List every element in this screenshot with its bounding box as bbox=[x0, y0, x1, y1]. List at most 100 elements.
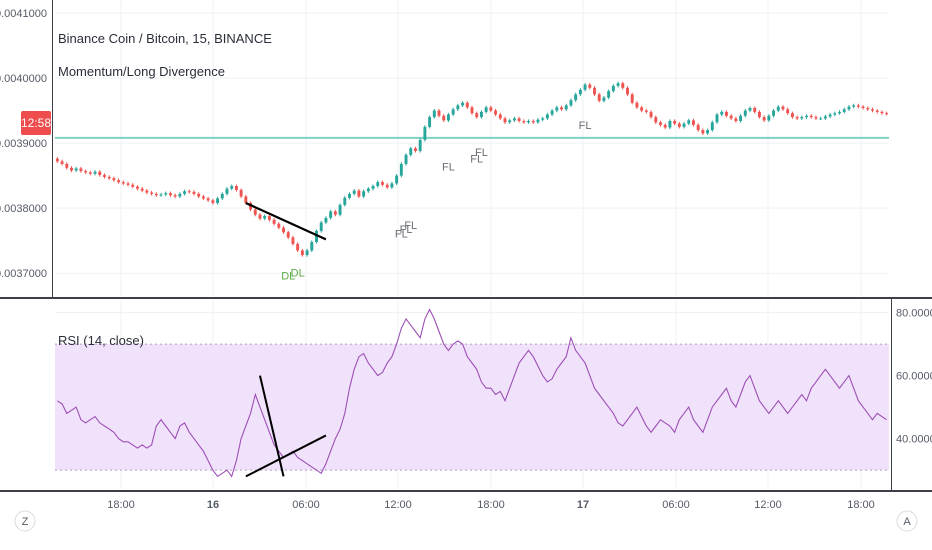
candle bbox=[413, 146, 417, 153]
candle-body bbox=[183, 191, 187, 194]
candle bbox=[230, 184, 234, 191]
auto-scale-button[interactable] bbox=[896, 510, 918, 532]
candle bbox=[479, 110, 483, 119]
candle-body bbox=[630, 94, 634, 103]
zoom-button[interactable] bbox=[14, 510, 36, 532]
candle-body bbox=[381, 182, 384, 185]
candle-body bbox=[838, 111, 841, 114]
candle bbox=[682, 121, 686, 129]
candle bbox=[838, 110, 841, 115]
candle bbox=[885, 111, 889, 116]
candle bbox=[564, 103, 568, 111]
countdown-badge bbox=[21, 111, 51, 135]
candle bbox=[107, 175, 111, 180]
candle bbox=[786, 107, 790, 115]
signal-label-long: DL bbox=[281, 271, 295, 283]
candle-body bbox=[649, 111, 653, 118]
candle bbox=[720, 110, 724, 117]
candle bbox=[98, 170, 102, 177]
candle bbox=[465, 101, 469, 109]
candle bbox=[362, 189, 366, 199]
candle-body bbox=[578, 89, 582, 95]
candle-body bbox=[390, 183, 394, 188]
candle bbox=[597, 92, 601, 103]
candle-body bbox=[399, 163, 403, 176]
candle bbox=[84, 169, 88, 175]
time-axis[interactable]: 18:00 16 06:00 12:00 18:00 17 06:00 12:00 18:00 bbox=[107, 499, 875, 511]
candle-body bbox=[456, 105, 460, 110]
candle bbox=[861, 105, 865, 110]
candle-body bbox=[338, 204, 342, 215]
candle-body bbox=[833, 113, 837, 115]
candle-body bbox=[126, 183, 130, 185]
candle-body bbox=[65, 163, 69, 168]
candle bbox=[192, 190, 196, 196]
candle-body bbox=[503, 118, 507, 123]
candle-body bbox=[282, 227, 285, 233]
candle-body bbox=[366, 188, 370, 192]
candle-body bbox=[550, 110, 554, 115]
candle-body bbox=[828, 114, 832, 117]
candle bbox=[654, 115, 658, 124]
candle-body bbox=[710, 122, 714, 131]
candle-body bbox=[706, 130, 710, 134]
candle bbox=[117, 178, 121, 184]
rsi-tick-label: 60.0000 bbox=[896, 371, 932, 383]
candle bbox=[451, 107, 455, 117]
candle-body bbox=[597, 94, 601, 101]
rsi-tick-label: 80.0000 bbox=[896, 308, 932, 320]
time-tick-label: 06:00 bbox=[292, 499, 320, 511]
candle bbox=[626, 86, 629, 96]
indicator-title[interactable]: Momentum/Long Divergence bbox=[58, 64, 225, 79]
candle-body bbox=[545, 114, 549, 119]
rsi-title[interactable]: RSI (14, close) bbox=[58, 333, 144, 348]
candle bbox=[578, 88, 582, 96]
candle-body bbox=[852, 105, 856, 107]
candle bbox=[776, 105, 780, 113]
candle-body bbox=[517, 118, 521, 122]
candle bbox=[291, 235, 295, 246]
candle-body bbox=[724, 111, 728, 116]
candle-body bbox=[527, 121, 531, 123]
candle-body bbox=[112, 178, 116, 181]
candle-body bbox=[729, 115, 733, 119]
rsi-divergence-line bbox=[258, 375, 285, 477]
candle-body bbox=[329, 211, 333, 218]
candle-body bbox=[776, 106, 780, 111]
candle bbox=[183, 189, 187, 196]
candle bbox=[70, 166, 73, 173]
candle-body bbox=[748, 107, 752, 111]
candle-body bbox=[635, 102, 639, 108]
candle bbox=[385, 183, 389, 189]
candle-body bbox=[880, 111, 884, 114]
rsi-axis[interactable]: 40.0000 60.0000 80.0000 bbox=[896, 308, 932, 446]
candle-body bbox=[823, 116, 827, 119]
time-tick-label: 16 bbox=[207, 499, 219, 511]
candle bbox=[432, 108, 436, 119]
candle bbox=[154, 192, 158, 197]
candle-body bbox=[508, 120, 512, 123]
candle-body bbox=[819, 118, 823, 120]
candle bbox=[781, 105, 785, 111]
signal-label-exit: FL bbox=[579, 120, 592, 132]
signal-label-exit: FL bbox=[442, 161, 455, 173]
candle-body bbox=[757, 111, 761, 118]
candle-body bbox=[560, 107, 563, 110]
candle bbox=[635, 101, 639, 109]
candle bbox=[569, 98, 573, 108]
candle-body bbox=[206, 198, 210, 201]
symbol-title[interactable]: Binance Coin / Bitcoin, 15, BINANCE bbox=[58, 31, 272, 46]
candle bbox=[856, 103, 860, 109]
candle bbox=[65, 162, 69, 170]
candle bbox=[475, 111, 479, 119]
candle-body bbox=[626, 87, 629, 95]
price-axis[interactable]: 0.0037000 0.0038000 0.0039000 0.0040000 0.00… bbox=[0, 8, 47, 280]
candle-body bbox=[564, 105, 568, 110]
candle bbox=[649, 110, 653, 119]
candle-body bbox=[352, 190, 356, 194]
candle-body bbox=[437, 110, 441, 116]
candle-body bbox=[98, 171, 102, 175]
candle bbox=[267, 214, 271, 222]
candle-body bbox=[494, 110, 498, 115]
